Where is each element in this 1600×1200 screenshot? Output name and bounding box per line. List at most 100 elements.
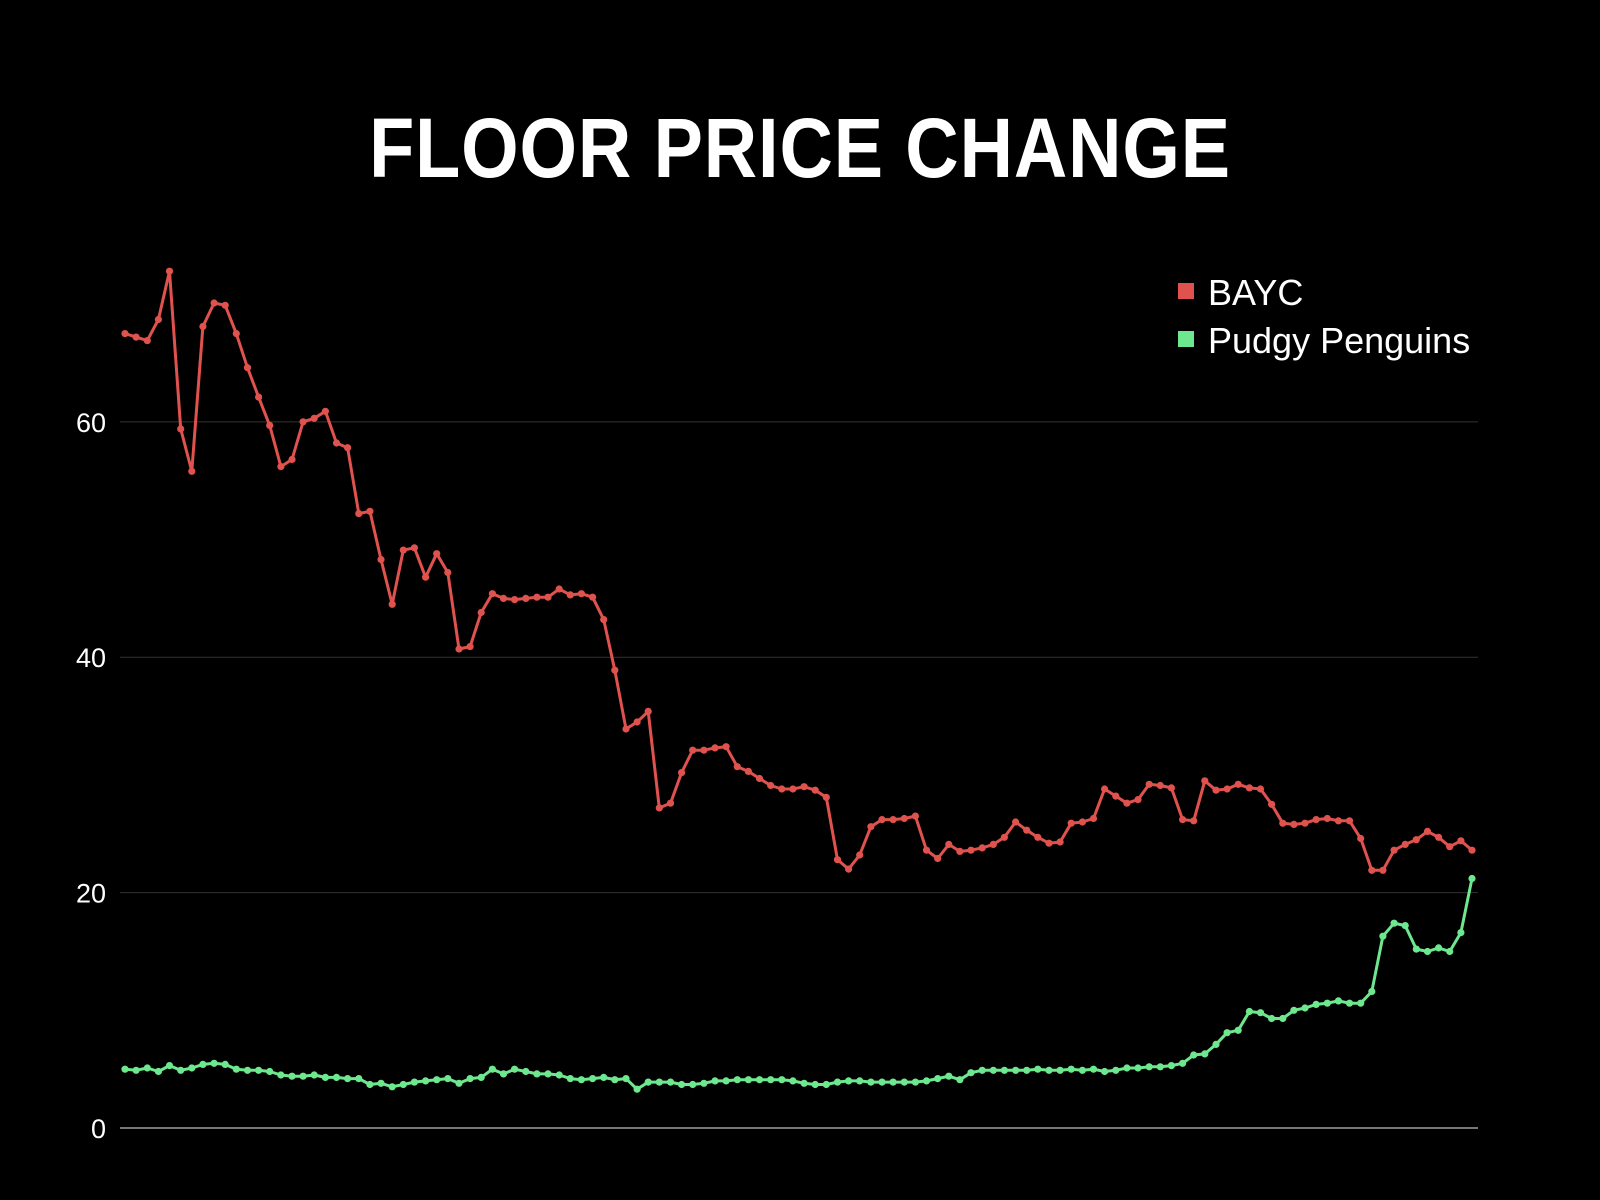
- data-point-s0-48: [655, 804, 663, 812]
- data-point-s0-94: [1167, 784, 1175, 792]
- data-point-s1-28: [433, 1076, 441, 1084]
- data-point-s0-101: [1245, 784, 1253, 792]
- data-point-s0-70: [900, 814, 908, 823]
- data-point-s0-9: [221, 301, 229, 309]
- data-point-s0-74: [945, 840, 953, 849]
- data-point-s0-43: [600, 616, 608, 624]
- data-point-s1-61: [800, 1079, 808, 1087]
- data-point-s1-15: [288, 1072, 296, 1080]
- data-point-s1-18: [321, 1073, 329, 1081]
- data-point-s1-73: [934, 1075, 942, 1083]
- data-point-s1-32: [477, 1073, 485, 1081]
- data-point-s1-117: [1423, 947, 1432, 956]
- data-point-s0-14: [277, 463, 285, 471]
- data-point-s0-119: [1446, 843, 1454, 851]
- data-point-s0-111: [1357, 834, 1365, 843]
- data-point-s1-118: [1435, 944, 1443, 952]
- data-point-s0-18: [321, 407, 329, 415]
- data-point-s0-82: [1034, 833, 1042, 841]
- data-point-s1-22: [366, 1080, 374, 1089]
- data-point-s0-64: [833, 856, 842, 864]
- data-point-s0-25: [399, 546, 407, 554]
- data-point-s1-114: [1390, 919, 1398, 927]
- data-point-s0-83: [1045, 839, 1053, 847]
- chart-title: FLOOR PRICE CHANGE: [369, 101, 1231, 195]
- data-point-s0-105: [1290, 820, 1298, 829]
- data-point-s1-90: [1123, 1064, 1131, 1072]
- data-point-s1-35: [510, 1065, 519, 1073]
- data-point-s1-116: [1412, 945, 1420, 953]
- data-point-s1-20: [344, 1075, 352, 1083]
- data-point-s1-34: [499, 1070, 508, 1078]
- data-point-s0-34: [499, 594, 508, 603]
- data-point-s0-104: [1279, 819, 1287, 827]
- data-point-s1-30: [455, 1079, 463, 1087]
- data-point-s1-12: [255, 1066, 263, 1074]
- data-point-s0-52: [700, 746, 708, 754]
- data-point-s1-19: [332, 1073, 341, 1081]
- data-point-s1-66: [856, 1077, 864, 1085]
- data-point-s0-110: [1345, 817, 1354, 825]
- data-point-s1-51: [689, 1080, 697, 1089]
- data-point-s1-106: [1301, 1004, 1309, 1012]
- data-point-s1-6: [188, 1064, 196, 1072]
- data-point-s0-30: [455, 645, 463, 653]
- data-point-s0-7: [199, 322, 207, 331]
- data-point-s1-95: [1179, 1059, 1187, 1067]
- data-point-s0-35: [510, 596, 519, 604]
- legend-swatch-1: [1178, 331, 1194, 347]
- data-point-s1-27: [422, 1077, 430, 1085]
- data-point-s1-113: [1379, 932, 1387, 940]
- data-point-s1-120: [1457, 929, 1465, 937]
- data-point-s0-84: [1056, 838, 1064, 846]
- data-point-s1-9: [221, 1060, 229, 1068]
- data-point-s1-71: [911, 1078, 920, 1086]
- data-point-s0-20: [344, 444, 352, 452]
- data-point-s1-84: [1056, 1066, 1064, 1074]
- data-point-s1-0: [121, 1065, 129, 1073]
- data-point-s0-39: [555, 585, 563, 593]
- data-point-s0-99: [1223, 785, 1231, 793]
- data-point-s1-107: [1312, 1000, 1320, 1009]
- data-point-s1-76: [967, 1069, 975, 1077]
- data-point-s1-55: [733, 1076, 741, 1084]
- data-point-s1-42: [589, 1075, 597, 1083]
- data-point-s1-31: [466, 1075, 474, 1083]
- data-point-s0-114: [1390, 846, 1398, 854]
- data-point-s1-45: [622, 1075, 630, 1083]
- data-point-s1-25: [399, 1080, 407, 1089]
- data-point-s0-71: [911, 812, 920, 820]
- data-point-s0-36: [522, 594, 530, 603]
- data-point-s1-26: [410, 1078, 418, 1086]
- data-point-s1-46: [633, 1085, 641, 1093]
- data-point-s0-40: [566, 591, 574, 599]
- data-point-s0-77: [978, 844, 986, 852]
- data-point-s0-95: [1179, 816, 1187, 824]
- data-point-s1-96: [1190, 1051, 1198, 1059]
- data-point-s0-15: [288, 455, 296, 464]
- data-point-s1-101: [1245, 1007, 1253, 1016]
- data-point-s1-2: [143, 1064, 151, 1072]
- data-point-s1-47: [644, 1078, 652, 1086]
- data-point-s1-112: [1368, 987, 1376, 996]
- data-point-s0-79: [1000, 833, 1009, 841]
- data-point-s1-33: [488, 1065, 496, 1073]
- data-point-s0-17: [310, 414, 318, 422]
- data-point-s0-31: [466, 643, 474, 651]
- data-point-s1-67: [867, 1078, 875, 1086]
- data-point-s0-24: [388, 600, 396, 608]
- data-point-s0-102: [1256, 785, 1265, 793]
- data-point-s1-57: [755, 1076, 764, 1084]
- data-point-s1-103: [1268, 1014, 1276, 1023]
- data-point-s1-10: [232, 1065, 240, 1073]
- data-point-s1-97: [1201, 1050, 1209, 1058]
- series-line-0: [124, 269, 1473, 872]
- data-point-s0-27: [422, 573, 430, 581]
- data-point-s0-22: [366, 507, 374, 515]
- data-point-s1-29: [444, 1075, 452, 1083]
- data-point-s1-121: [1468, 874, 1476, 883]
- data-point-s0-49: [666, 799, 675, 807]
- data-point-s1-38: [544, 1070, 552, 1078]
- data-point-s1-49: [666, 1078, 675, 1086]
- data-point-s1-16: [299, 1072, 307, 1080]
